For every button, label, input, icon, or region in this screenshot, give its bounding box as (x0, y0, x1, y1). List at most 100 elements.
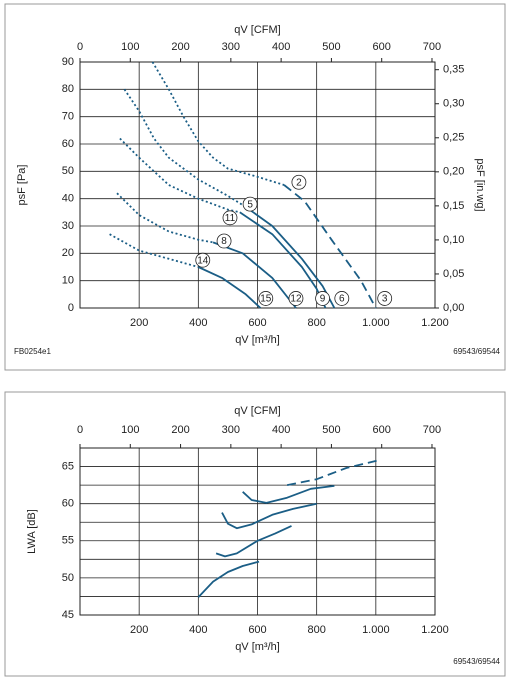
x2-tick-label: 500 (322, 424, 340, 436)
y-tick-label: 20 (62, 247, 74, 259)
plot-frame (79, 61, 436, 309)
curve (119, 137, 240, 214)
label-text: 15 (260, 294, 272, 305)
y-axis-label: LWA [dB] (26, 509, 38, 554)
curve (109, 233, 199, 268)
panel-frame (4, 391, 506, 677)
label-text: 3 (382, 294, 388, 305)
label-circle (195, 252, 211, 268)
y-tick-label: 70 (62, 111, 74, 123)
x2-tick-label: 400 (272, 424, 290, 436)
curve-label: 15 (258, 291, 274, 306)
y-tick-label: 65 (62, 460, 74, 472)
curve (151, 61, 285, 186)
y-tick-label: 40 (62, 193, 74, 205)
curve (283, 184, 377, 309)
label-circle (291, 174, 307, 190)
x-tick-label: 1.200 (421, 317, 449, 329)
y-tick-label: 55 (62, 535, 74, 547)
x-tick-label: 400 (189, 624, 207, 636)
curve (197, 266, 262, 309)
label-text: 2 (296, 177, 302, 188)
y2-tick-label: 0,25 (443, 132, 464, 144)
x2-tick-label: 700 (423, 424, 441, 436)
x-tick-label: 400 (189, 317, 207, 329)
curve-label: 12 (288, 291, 304, 306)
x2-tick-label: 600 (373, 41, 391, 53)
curve (242, 485, 335, 504)
y-tick-label: 80 (62, 83, 74, 95)
label-circle (377, 291, 393, 306)
label-circle (242, 196, 258, 212)
label-text: 8 (221, 236, 227, 247)
curve-label: 9 (315, 291, 330, 306)
label-text: 11 (225, 213, 236, 224)
curve (123, 88, 247, 208)
figure-code: FB0254e1 (14, 347, 51, 356)
x2-axis-label: qV [CFM] (234, 24, 280, 36)
x2-tick-label: 700 (423, 41, 441, 53)
y2-tick-label: 0,00 (443, 302, 464, 314)
x2-axis-label: qV [CFM] (234, 405, 280, 417)
x2-tick-label: 500 (322, 41, 340, 53)
y-tick-label: 30 (62, 220, 74, 232)
x-tick-label: 800 (307, 624, 325, 636)
curve (215, 525, 292, 558)
y2-tick-label: 0,35 (443, 64, 464, 76)
y2-tick-label: 0,05 (443, 268, 464, 280)
y-tick-label: 45 (62, 609, 74, 621)
curve-label: 8 (216, 233, 232, 249)
figure-id: 69543/69544 (453, 657, 500, 666)
y-tick-label: 50 (62, 165, 74, 177)
label-circle (334, 291, 350, 306)
curve (212, 241, 297, 309)
x2-tick-label: 400 (272, 41, 290, 53)
x2-tick-label: 200 (171, 424, 189, 436)
label-circle (315, 291, 330, 306)
y2-tick-label: 0,20 (443, 166, 464, 178)
y2-axis-label: psF [in.wg] (474, 158, 486, 211)
plot-frame (79, 447, 436, 616)
label-text: 5 (247, 199, 253, 210)
x2-tick-label: 300 (222, 41, 240, 53)
x-tick-label: 1.200 (421, 624, 449, 636)
y-tick-label: 90 (62, 56, 74, 68)
curve-label: 3 (377, 291, 393, 306)
curve (197, 560, 260, 598)
x-tick-label: 600 (248, 624, 266, 636)
x2-tick-label: 100 (121, 424, 139, 436)
x-axis-label: qV [m³/h] (235, 334, 280, 346)
curve (116, 192, 214, 244)
curve (239, 211, 327, 309)
y-axis-label: psF [Pa] (16, 165, 28, 206)
label-circle (288, 291, 304, 306)
curve (221, 502, 317, 530)
x2-tick-label: 0 (77, 424, 83, 436)
label-circle (216, 233, 232, 249)
x-axis-label: qV [m³/h] (235, 641, 280, 653)
label-text: 12 (290, 294, 302, 305)
x2-tick-label: 200 (171, 41, 189, 53)
x2-tick-label: 100 (121, 41, 139, 53)
curve (286, 459, 378, 486)
y-tick-label: 0 (68, 302, 74, 314)
y2-tick-label: 0,30 (443, 98, 464, 110)
x-tick-label: 1.000 (362, 317, 390, 329)
x2-tick-label: 300 (222, 424, 240, 436)
curve-label: 2 (291, 174, 307, 190)
figure-id: 69543/69544 (453, 347, 500, 356)
x-tick-label: 200 (130, 624, 148, 636)
curve-label: 11 (222, 210, 238, 226)
label-text: 6 (339, 294, 345, 305)
y2-tick-label: 0,15 (443, 200, 464, 212)
x-tick-label: 200 (130, 317, 148, 329)
label-circle (222, 210, 238, 226)
y-tick-label: 60 (62, 498, 74, 510)
x2-tick-label: 600 (373, 424, 391, 436)
x-tick-label: 1.000 (362, 624, 390, 636)
x2-tick-label: 0 (77, 41, 83, 53)
x-tick-label: 800 (307, 317, 325, 329)
label-text: 9 (320, 294, 326, 305)
curve-label: 6 (334, 291, 350, 306)
